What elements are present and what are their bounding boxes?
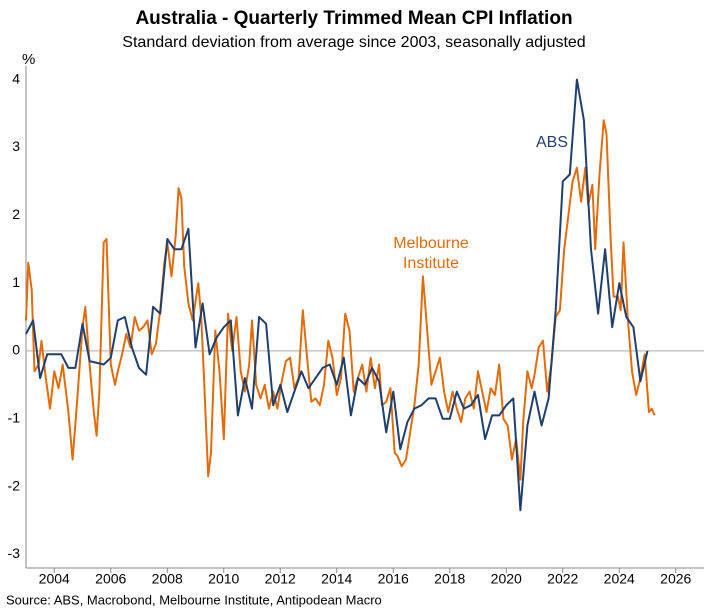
series-line <box>25 119 656 481</box>
series-label-line: Institute <box>403 255 459 272</box>
x-tick-label: 2026 <box>660 571 691 587</box>
x-tick-label: 2024 <box>604 571 635 587</box>
chart-title: Australia - Quarterly Trimmed Mean CPI I… <box>135 8 572 29</box>
y-tick-label: 3 <box>12 138 20 154</box>
y-tick-label: -2 <box>8 477 21 493</box>
x-tick-label: 2022 <box>547 571 578 587</box>
x-tick-label: 2004 <box>39 571 70 587</box>
x-tick-label: 2018 <box>434 571 465 587</box>
x-tick-label: 2014 <box>321 571 352 587</box>
x-tick-label: 2012 <box>265 571 296 587</box>
series-label: ABS <box>536 134 568 151</box>
y-tick-label: -1 <box>8 409 21 425</box>
x-tick-label: 2008 <box>152 571 183 587</box>
y-tick-label: 1 <box>12 274 20 290</box>
series-label-line: Melbourne <box>393 235 469 252</box>
series-line <box>25 78 649 512</box>
chart-subtitle: Standard deviation from average since 20… <box>122 34 585 51</box>
y-axis-label: % <box>22 51 35 68</box>
source-note: Source: ABS, Macrobond, Melbourne Instit… <box>6 592 382 607</box>
y-tick-label: 4 <box>12 70 20 86</box>
series-label: Melbourne Institute <box>393 235 469 272</box>
x-tick-label: 2020 <box>491 571 522 587</box>
x-tick-label: 2006 <box>95 571 126 587</box>
x-tick-label: 2010 <box>208 571 239 587</box>
x-tick-label: 2016 <box>378 571 409 587</box>
y-tick-label: 2 <box>12 206 20 222</box>
y-tick-label: 0 <box>12 342 20 358</box>
y-tick-label: -3 <box>8 545 21 561</box>
